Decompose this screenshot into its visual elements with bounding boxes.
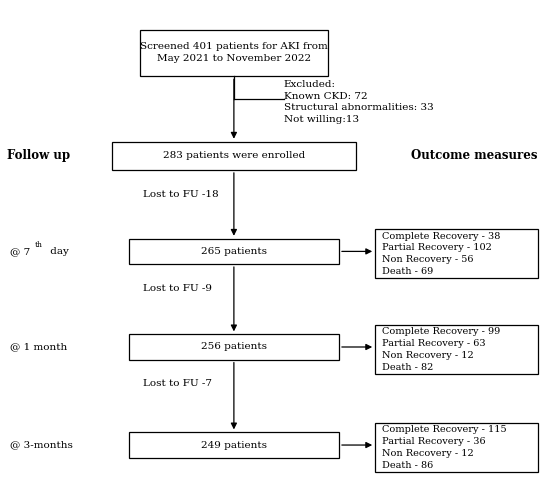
Text: @ 1 month: @ 1 month [9, 343, 67, 352]
FancyBboxPatch shape [129, 432, 339, 458]
Text: day: day [47, 247, 69, 256]
Text: th: th [35, 241, 43, 249]
Text: Follow up: Follow up [7, 149, 70, 162]
Text: Outcome measures: Outcome measures [412, 149, 538, 162]
Text: @ 3-months: @ 3-months [9, 441, 72, 450]
Text: Lost to FU -7: Lost to FU -7 [143, 379, 212, 388]
FancyBboxPatch shape [140, 30, 328, 76]
Text: Complete Recovery - 38
Partial Recovery - 102
Non Recovery - 56
Death - 69: Complete Recovery - 38 Partial Recovery … [382, 232, 500, 276]
Text: 249 patients: 249 patients [201, 441, 267, 450]
Text: Excluded:
Known CKD: 72
Structural abnormalities: 33
Not willing:13: Excluded: Known CKD: 72 Structural abnor… [284, 80, 433, 124]
Text: 256 patients: 256 patients [201, 343, 267, 352]
Text: Complete Recovery - 99
Partial Recovery - 63
Non Recovery - 12
Death - 82: Complete Recovery - 99 Partial Recovery … [382, 327, 500, 372]
Text: 265 patients: 265 patients [201, 247, 267, 256]
FancyBboxPatch shape [129, 334, 339, 360]
Text: Complete Recovery - 115
Partial Recovery - 36
Non Recovery - 12
Death - 86: Complete Recovery - 115 Partial Recovery… [382, 425, 506, 470]
Text: Lost to FU -9: Lost to FU -9 [143, 283, 212, 293]
FancyBboxPatch shape [375, 325, 539, 374]
FancyBboxPatch shape [112, 141, 356, 170]
Text: @ 7: @ 7 [9, 247, 30, 256]
FancyBboxPatch shape [375, 423, 539, 472]
Text: Screened 401 patients for AKI from
May 2021 to November 2022: Screened 401 patients for AKI from May 2… [140, 42, 328, 63]
FancyBboxPatch shape [375, 229, 539, 279]
Text: 283 patients were enrolled: 283 patients were enrolled [163, 151, 305, 160]
Text: Lost to FU -18: Lost to FU -18 [143, 189, 218, 199]
FancyBboxPatch shape [129, 239, 339, 264]
